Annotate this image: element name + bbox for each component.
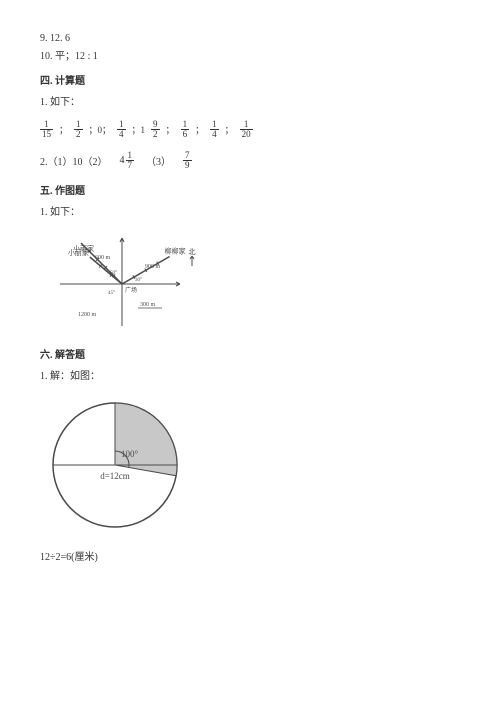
frac-den: 9 [183, 161, 192, 170]
fraction-sep: ； [166, 123, 175, 136]
fraction-sep: ；0； [89, 123, 112, 136]
q4-1-label: 1. 如下： [40, 93, 460, 108]
svg-text:50°: 50° [110, 271, 117, 276]
fraction: 92 [151, 120, 160, 139]
q4-2-prefix: 2.（1）10（2） [40, 153, 108, 168]
fraction: 115 [40, 120, 53, 139]
q4-2-mixed: 4 1 7 [120, 151, 135, 170]
circle-diagram: 100°d=12cm [40, 390, 190, 540]
svg-text:小雨家: 小雨家 [73, 244, 94, 253]
svg-text:600 m: 600 m [95, 255, 111, 261]
direction-diagram: 小丽家柳柳家小雨家广场600 m900 m1200 m300 m30°50°45… [40, 226, 205, 336]
svg-text:北: 北 [189, 248, 196, 256]
q4-2-mid: （3） [146, 153, 171, 168]
answer-10: 10. 平；12 : 1 [40, 47, 460, 62]
section-5-title: 五. 作图题 [40, 182, 460, 197]
svg-text:900 m: 900 m [145, 264, 161, 270]
svg-text:30°: 30° [135, 278, 142, 283]
svg-text:d=12cm: d=12cm [100, 471, 130, 481]
answer-9: 9. 12. 6 [40, 33, 460, 44]
q4-2-row: 2.（1）10（2） 4 1 7 （3） 7 9 [40, 151, 460, 170]
svg-text:广场: 广场 [125, 286, 137, 294]
fraction: 14 [117, 120, 126, 139]
section-6-title: 六. 解答题 [40, 346, 460, 361]
fraction: 16 [181, 120, 190, 139]
fraction: 14 [210, 120, 219, 139]
mixed-den: 7 [126, 161, 135, 170]
section-4-title: 四. 计算题 [40, 72, 460, 87]
fraction: 120 [240, 120, 253, 139]
svg-text:柳柳家: 柳柳家 [165, 247, 186, 256]
svg-text:1200 m: 1200 m [78, 312, 97, 318]
q6-1-label: 1. 解：如图： [40, 367, 460, 382]
q4-2-frac: 7 9 [183, 151, 192, 170]
mixed-whole: 4 [120, 155, 125, 166]
svg-text:45°: 45° [108, 291, 115, 296]
fraction-row: 115 ； 12 ；0； 14 ；1 92 ； 16 ； 14 ； 120 [40, 120, 460, 139]
fraction-sep: ； [59, 123, 68, 136]
q6-calc: 12÷2=6(厘米) [40, 548, 460, 563]
q5-1-label: 1. 如下： [40, 203, 460, 218]
fraction-sep: ；1 [132, 123, 146, 136]
fraction: 12 [74, 120, 83, 139]
fraction-sep: ； [195, 123, 204, 136]
svg-text:300 m: 300 m [140, 302, 156, 308]
fraction-sep: ； [225, 123, 234, 136]
